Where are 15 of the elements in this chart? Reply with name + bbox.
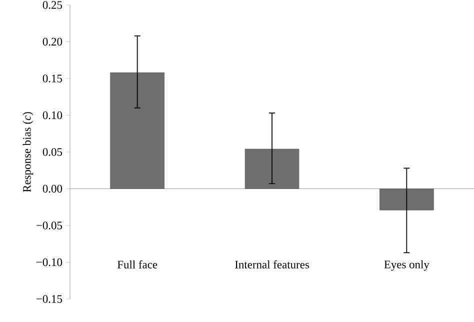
y-tick-label: 0.20: [42, 38, 62, 46]
y-tick-label: 0.25: [42, 1, 62, 9]
x-tick-label: Full face: [117, 260, 158, 268]
y-tick-label: −0.05: [36, 222, 62, 230]
y-tick-label: 0.10: [42, 111, 62, 120]
y-axis-title: Response bias (c): [22, 112, 34, 192]
x-tick-label: Internal features: [235, 260, 309, 268]
y-tick-label: −0.15: [36, 295, 62, 303]
bar: [380, 188, 434, 210]
y-tick-label: 0.15: [42, 74, 62, 82]
x-tick-label: Eyes only: [384, 260, 430, 271]
bar: [110, 72, 164, 189]
y-tick-label: −0.10: [36, 258, 62, 266]
y-tick-label: 0.05: [42, 148, 62, 156]
y-tick-label: 0.00: [42, 184, 62, 193]
